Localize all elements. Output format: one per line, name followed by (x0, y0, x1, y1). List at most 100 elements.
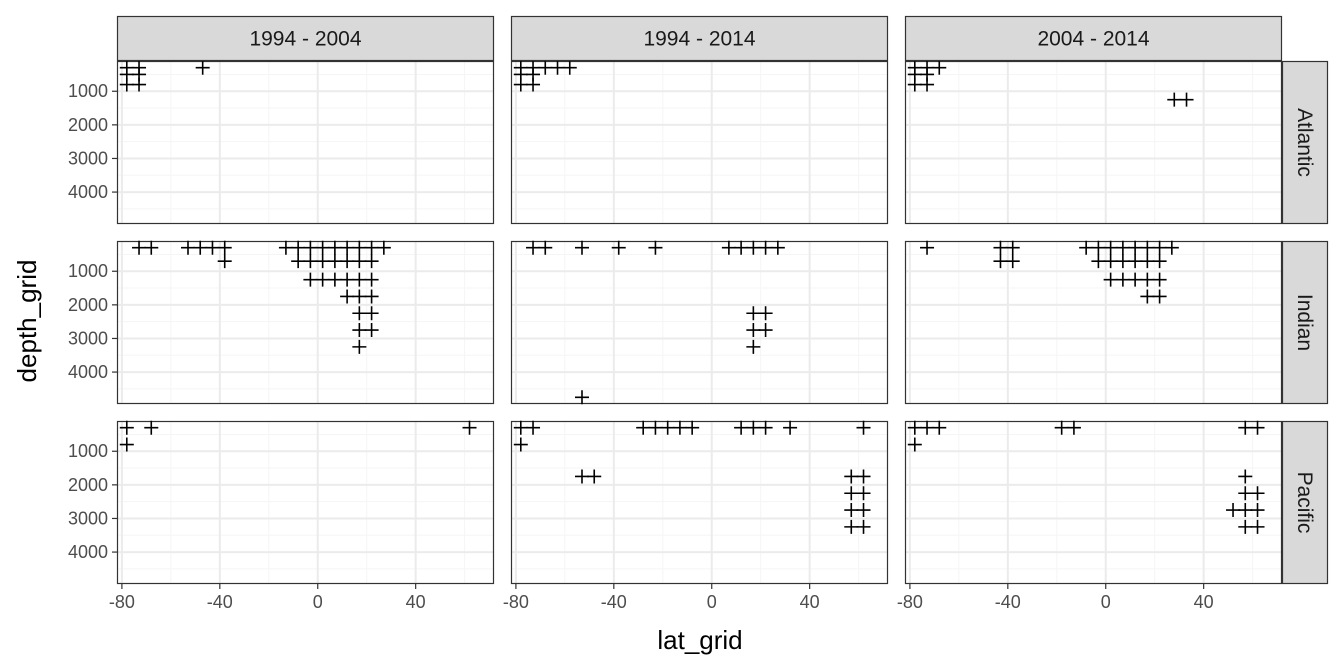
panel-background (511, 421, 888, 584)
data-point-plus (364, 254, 379, 269)
facet-points (513, 60, 577, 92)
data-point-plus (1250, 503, 1265, 518)
strip-background (1281, 60, 1329, 225)
data-point-plus (856, 503, 871, 518)
column-strip: 2004 - 2014 (904, 15, 1283, 62)
y-tick-label: 1000 (68, 261, 108, 281)
data-point-plus (315, 240, 330, 255)
facet-panel (510, 240, 889, 405)
panel-border (904, 240, 1283, 405)
data-point-plus (513, 77, 528, 92)
facet-panel (116, 240, 495, 405)
data-point-plus (513, 420, 528, 435)
data-point-plus (1238, 486, 1253, 501)
panel-border (116, 240, 495, 405)
x-axis-title: lat_grid (657, 625, 742, 655)
panel-border (116, 420, 495, 585)
data-point-plus (352, 272, 367, 287)
data-point-plus (364, 240, 379, 255)
data-point-plus (734, 240, 749, 255)
y-tick-label: 3000 (68, 148, 108, 168)
data-point-plus (1079, 240, 1094, 255)
data-point-plus (672, 420, 687, 435)
data-point-plus (1140, 254, 1155, 269)
data-point-plus (526, 77, 541, 92)
x-tick-label: 0 (313, 592, 323, 612)
data-point-plus (746, 339, 761, 354)
x-tick-label: -80 (503, 592, 529, 612)
facet-panel (510, 420, 889, 585)
y-tick-label: 3000 (68, 328, 108, 348)
data-point-plus (611, 240, 626, 255)
data-point-plus (1152, 272, 1167, 287)
facet-panel (510, 60, 889, 225)
column-strip-label: 1994 - 2014 (643, 28, 755, 51)
row-strip: Indian (1281, 240, 1329, 405)
data-point-plus (1152, 254, 1167, 269)
data-point-plus (746, 240, 761, 255)
data-point-plus (1005, 254, 1020, 269)
column-strip: 1994 - 2004 (116, 15, 495, 62)
data-point-plus (132, 240, 147, 255)
x-tick-label: -80 (897, 592, 923, 612)
data-point-plus (758, 306, 773, 321)
data-point-plus (217, 240, 232, 255)
data-point-plus (1054, 420, 1069, 435)
facet-panel (116, 420, 495, 585)
data-point-plus (1238, 519, 1253, 534)
strip-background (116, 15, 495, 62)
data-point-plus (746, 323, 761, 338)
x-tick-label: -80 (109, 592, 135, 612)
data-point-plus (574, 390, 589, 405)
x-tick-label: 40 (406, 592, 426, 612)
data-point-plus (648, 240, 663, 255)
row-strip: Pacific (1281, 420, 1329, 585)
data-point-plus (1152, 289, 1167, 304)
data-point-plus (1167, 92, 1182, 107)
data-point-plus (1250, 486, 1265, 501)
x-tick-label: -40 (601, 592, 627, 612)
x-tick-label: 40 (1194, 592, 1214, 612)
data-point-plus (327, 272, 342, 287)
data-point-plus (376, 240, 391, 255)
panel-background (117, 241, 494, 404)
data-point-plus (291, 240, 306, 255)
data-point-plus (352, 306, 367, 321)
data-point-plus (1091, 240, 1106, 255)
data-point-plus (1238, 503, 1253, 518)
data-point-plus (746, 306, 761, 321)
data-point-plus (119, 437, 134, 452)
data-point-plus (1091, 254, 1106, 269)
data-point-plus (574, 469, 589, 484)
data-point-plus (303, 254, 318, 269)
data-point-plus (1226, 503, 1241, 518)
data-point-plus (364, 289, 379, 304)
panel-border (116, 60, 495, 225)
data-point-plus (1115, 240, 1130, 255)
data-point-plus (1103, 254, 1118, 269)
data-point-plus (538, 60, 553, 75)
row-strip-label: Atlantic (1293, 108, 1316, 177)
data-point-plus (352, 323, 367, 338)
panel-border (510, 240, 889, 405)
facet-points (907, 60, 1194, 107)
data-point-plus (856, 486, 871, 501)
data-point-plus (1128, 254, 1143, 269)
data-point-plus (1128, 272, 1143, 287)
column-strip: 1994 - 2014 (510, 15, 889, 62)
data-point-plus (195, 60, 210, 75)
data-point-plus (119, 77, 134, 92)
data-point-plus (303, 240, 318, 255)
facet-points (526, 240, 785, 405)
data-point-plus (1128, 240, 1143, 255)
data-point-plus (856, 420, 871, 435)
data-point-plus (844, 519, 859, 534)
data-point-plus (180, 240, 195, 255)
data-point-plus (856, 519, 871, 534)
data-point-plus (648, 420, 663, 435)
panel-border (904, 420, 1283, 585)
data-point-plus (1238, 469, 1253, 484)
data-point-plus (932, 420, 947, 435)
y-tick-label: 2000 (68, 295, 108, 315)
column-strip-label: 2004 - 2014 (1037, 28, 1149, 51)
